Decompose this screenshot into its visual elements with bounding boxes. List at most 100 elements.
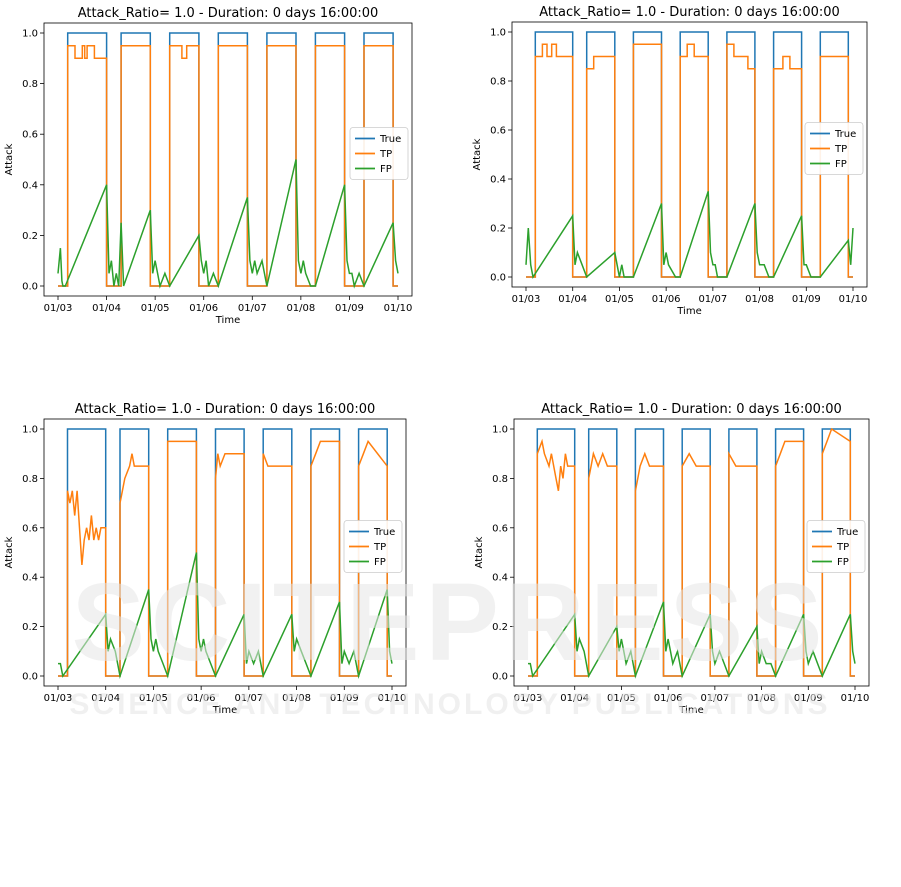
legend: True TP FP — [804, 122, 864, 175]
x-tick-label: 01/04 — [91, 693, 120, 704]
legend-label-tp: TP — [836, 542, 849, 553]
legend: True TP FP — [806, 520, 866, 573]
chart-title: Attack_Ratio= 1.0 - Duration: 0 days 16:… — [78, 6, 379, 21]
x-tick-label: 01/09 — [794, 693, 823, 704]
x-axis-label: Time — [678, 705, 703, 716]
chart-title: Attack_Ratio= 1.0 - Duration: 0 days 16:… — [539, 5, 840, 20]
x-axis-label: Time — [676, 306, 701, 317]
chart-panel-4: Attack_Ratio= 1.0 - Duration: 0 days 16:… — [474, 402, 869, 716]
y-tick-label: 0.0 — [492, 672, 508, 683]
legend-label-fp: FP — [380, 164, 392, 175]
series-line-tp — [528, 427, 855, 677]
plot-frame — [43, 418, 407, 687]
y-tick-label: 1.0 — [22, 425, 38, 436]
y-tick-label: 1.0 — [490, 28, 506, 39]
y-tick-label: 0.0 — [22, 672, 38, 683]
x-tick-label: 01/08 — [282, 693, 311, 704]
y-tick-label: 0.8 — [490, 77, 506, 88]
y-tick-label: 1.0 — [492, 425, 508, 436]
x-tick-label: 01/08 — [747, 693, 776, 704]
x-tick-label: 01/08 — [286, 303, 315, 314]
x-tick-label: 01/10 — [384, 303, 413, 314]
x-axis-label: Time — [212, 705, 237, 716]
legend-label-fp: FP — [374, 557, 386, 568]
chart-panel-3: Attack_Ratio= 1.0 - Duration: 0 days 16:… — [4, 402, 406, 716]
y-tick-label: 0.2 — [492, 622, 508, 633]
x-tick-label: 01/06 — [652, 294, 681, 305]
x-tick-label: 01/05 — [141, 303, 170, 314]
y-tick-label: 0.6 — [490, 126, 506, 137]
series-line-fp — [528, 601, 856, 679]
x-tick-label: 01/04 — [560, 693, 589, 704]
legend: True TP FP — [349, 127, 409, 180]
plot-frame — [511, 21, 868, 288]
x-tick-label: 01/10 — [839, 294, 868, 305]
x-tick-label: 01/07 — [698, 294, 727, 305]
chart-title: Attack_Ratio= 1.0 - Duration: 0 days 16:… — [541, 402, 842, 417]
x-tick-label: 01/03 — [512, 294, 541, 305]
legend-label-tp: TP — [834, 144, 847, 155]
legend-label-tp: TP — [379, 149, 392, 160]
x-tick-label: 01/07 — [238, 303, 267, 314]
series-line-fp — [58, 552, 393, 679]
legend-label-true: True — [379, 134, 401, 145]
series-line-true — [58, 428, 392, 677]
y-tick-label: 0.2 — [22, 231, 38, 242]
x-tick-label: 01/10 — [841, 693, 870, 704]
x-tick-label: 01/07 — [700, 693, 729, 704]
legend-label-true: True — [836, 527, 858, 538]
plot-frame — [513, 418, 870, 687]
legend-box — [804, 122, 864, 175]
x-tick-label: 01/05 — [607, 693, 636, 704]
x-tick-label: 01/05 — [605, 294, 634, 305]
x-axis-label: Time — [215, 315, 240, 326]
legend-box — [343, 520, 403, 573]
y-tick-label: 0.8 — [492, 474, 508, 485]
y-tick-label: 0.6 — [22, 523, 38, 534]
legend-box — [349, 127, 409, 180]
chart-title: Attack_Ratio= 1.0 - Duration: 0 days 16:… — [75, 402, 376, 417]
x-tick-label: 01/03 — [514, 693, 543, 704]
x-tick-label: 01/09 — [335, 303, 364, 314]
legend-label-tp: TP — [373, 542, 386, 553]
y-tick-label: 0.0 — [22, 282, 38, 293]
x-tick-label: 01/06 — [189, 303, 218, 314]
x-tick-label: 01/06 — [187, 693, 216, 704]
y-tick-label: 0.8 — [22, 79, 38, 90]
x-tick-label: 01/06 — [654, 693, 683, 704]
series-line-tp — [58, 44, 398, 287]
legend-label-true: True — [834, 129, 856, 140]
y-tick-label: 0.8 — [22, 474, 38, 485]
series-line-tp — [526, 43, 853, 278]
y-tick-label: 0.2 — [22, 622, 38, 633]
series-line-fp — [57, 159, 399, 289]
x-tick-label: 01/03 — [44, 303, 73, 314]
y-axis-label: Attack — [4, 536, 15, 568]
x-tick-label: 01/09 — [330, 693, 359, 704]
y-axis-label: Attack — [472, 138, 483, 170]
y-axis-label: Attack — [4, 143, 15, 175]
y-tick-label: 0.6 — [22, 130, 38, 141]
x-tick-label: 01/08 — [745, 294, 774, 305]
x-tick-label: 01/10 — [378, 693, 407, 704]
chart-panel-1: Attack_Ratio= 1.0 - Duration: 0 days 16:… — [4, 6, 412, 326]
legend-label-fp: FP — [837, 557, 849, 568]
y-tick-label: 0.4 — [22, 180, 38, 191]
x-tick-label: 01/07 — [234, 693, 263, 704]
legend-label-true: True — [373, 527, 395, 538]
x-tick-label: 01/04 — [92, 303, 121, 314]
y-tick-label: 0.6 — [492, 523, 508, 534]
y-tick-label: 0.4 — [22, 573, 38, 584]
y-tick-label: 0.2 — [490, 224, 506, 235]
series-line-true — [526, 31, 853, 278]
legend: True TP FP — [343, 520, 403, 573]
x-tick-label: 01/09 — [792, 294, 821, 305]
chart-panel-2: Attack_Ratio= 1.0 - Duration: 0 days 16:… — [472, 5, 867, 317]
y-tick-label: 0.4 — [490, 175, 506, 186]
plot-frame — [43, 22, 413, 297]
legend-box — [806, 520, 866, 573]
x-tick-label: 01/03 — [44, 693, 73, 704]
y-tick-label: 0.0 — [490, 273, 506, 284]
x-tick-label: 01/04 — [558, 294, 587, 305]
series-line-fp — [525, 191, 854, 279]
